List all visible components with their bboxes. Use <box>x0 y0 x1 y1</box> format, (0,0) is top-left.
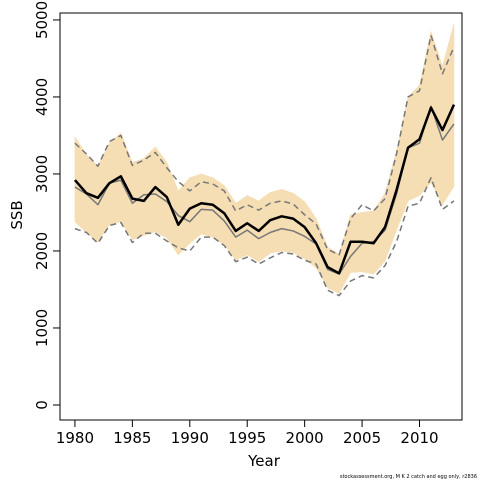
y-tick-label: 3000 <box>33 155 51 193</box>
y-tick-label: 1000 <box>33 309 51 347</box>
y-axis-label: SSB <box>8 200 26 229</box>
footnote: stockassessment.org, M K 2 catch and egg… <box>340 474 477 480</box>
y-tick-label: 0 <box>33 400 51 410</box>
y-tick-label: 2000 <box>33 232 51 270</box>
x-axis-label: Year <box>247 452 281 470</box>
x-tick-label: 2000 <box>286 429 324 447</box>
x-tick-label: 1995 <box>228 429 266 447</box>
series-line <box>74 177 455 297</box>
confidence-band <box>442 23 455 206</box>
x-tick-label: 2010 <box>400 429 438 447</box>
series-line <box>74 34 455 256</box>
confidence-band <box>281 188 294 253</box>
confidence-band <box>143 146 156 236</box>
series-line <box>73 104 456 275</box>
confidence-band <box>269 188 282 254</box>
x-tick-label: 1990 <box>171 429 209 447</box>
x-tick-label: 2005 <box>343 429 381 447</box>
y-tick-label: 4000 <box>33 78 51 116</box>
x-tick-label: 1985 <box>113 429 151 447</box>
x-tick-label: 1980 <box>56 429 94 447</box>
y-tick-label: 5000 <box>33 1 51 39</box>
